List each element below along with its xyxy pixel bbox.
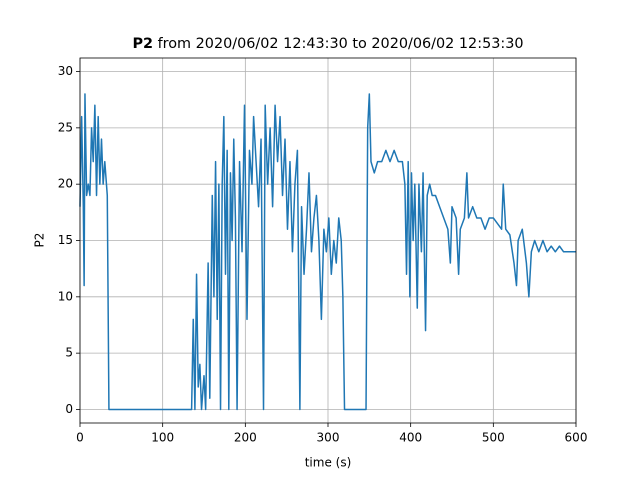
y-tick-label: 10 — [58, 289, 73, 303]
title-bold: P2 — [132, 36, 153, 52]
x-tick-label: 100 — [151, 431, 174, 445]
y-tick-label: 15 — [58, 233, 73, 247]
x-tick-label: 0 — [76, 431, 84, 445]
title-text: from 2020/06/02 12:43:30 to 2020/06/02 1… — [158, 36, 524, 52]
y-tick-label: 5 — [65, 346, 73, 360]
y-tick-label: 30 — [58, 64, 73, 78]
y-axis-label: P2 — [33, 233, 47, 248]
data-line — [79, 93, 576, 411]
x-axis-label: time (s) — [305, 456, 352, 470]
chart-title: P2 from 2020/06/02 12:43:30 to 2020/06/0… — [132, 36, 523, 52]
plot-frame — [79, 57, 577, 424]
x-tick-label: 400 — [399, 431, 422, 445]
x-tick-label: 600 — [565, 431, 588, 445]
x-tick-label: 500 — [482, 431, 505, 445]
y-tick-label: 0 — [65, 402, 73, 416]
x-tick-label: 200 — [234, 431, 257, 445]
y-tick-label: 25 — [58, 120, 73, 134]
y-tick-label: 20 — [58, 177, 73, 191]
x-tick-label: 300 — [317, 431, 340, 445]
